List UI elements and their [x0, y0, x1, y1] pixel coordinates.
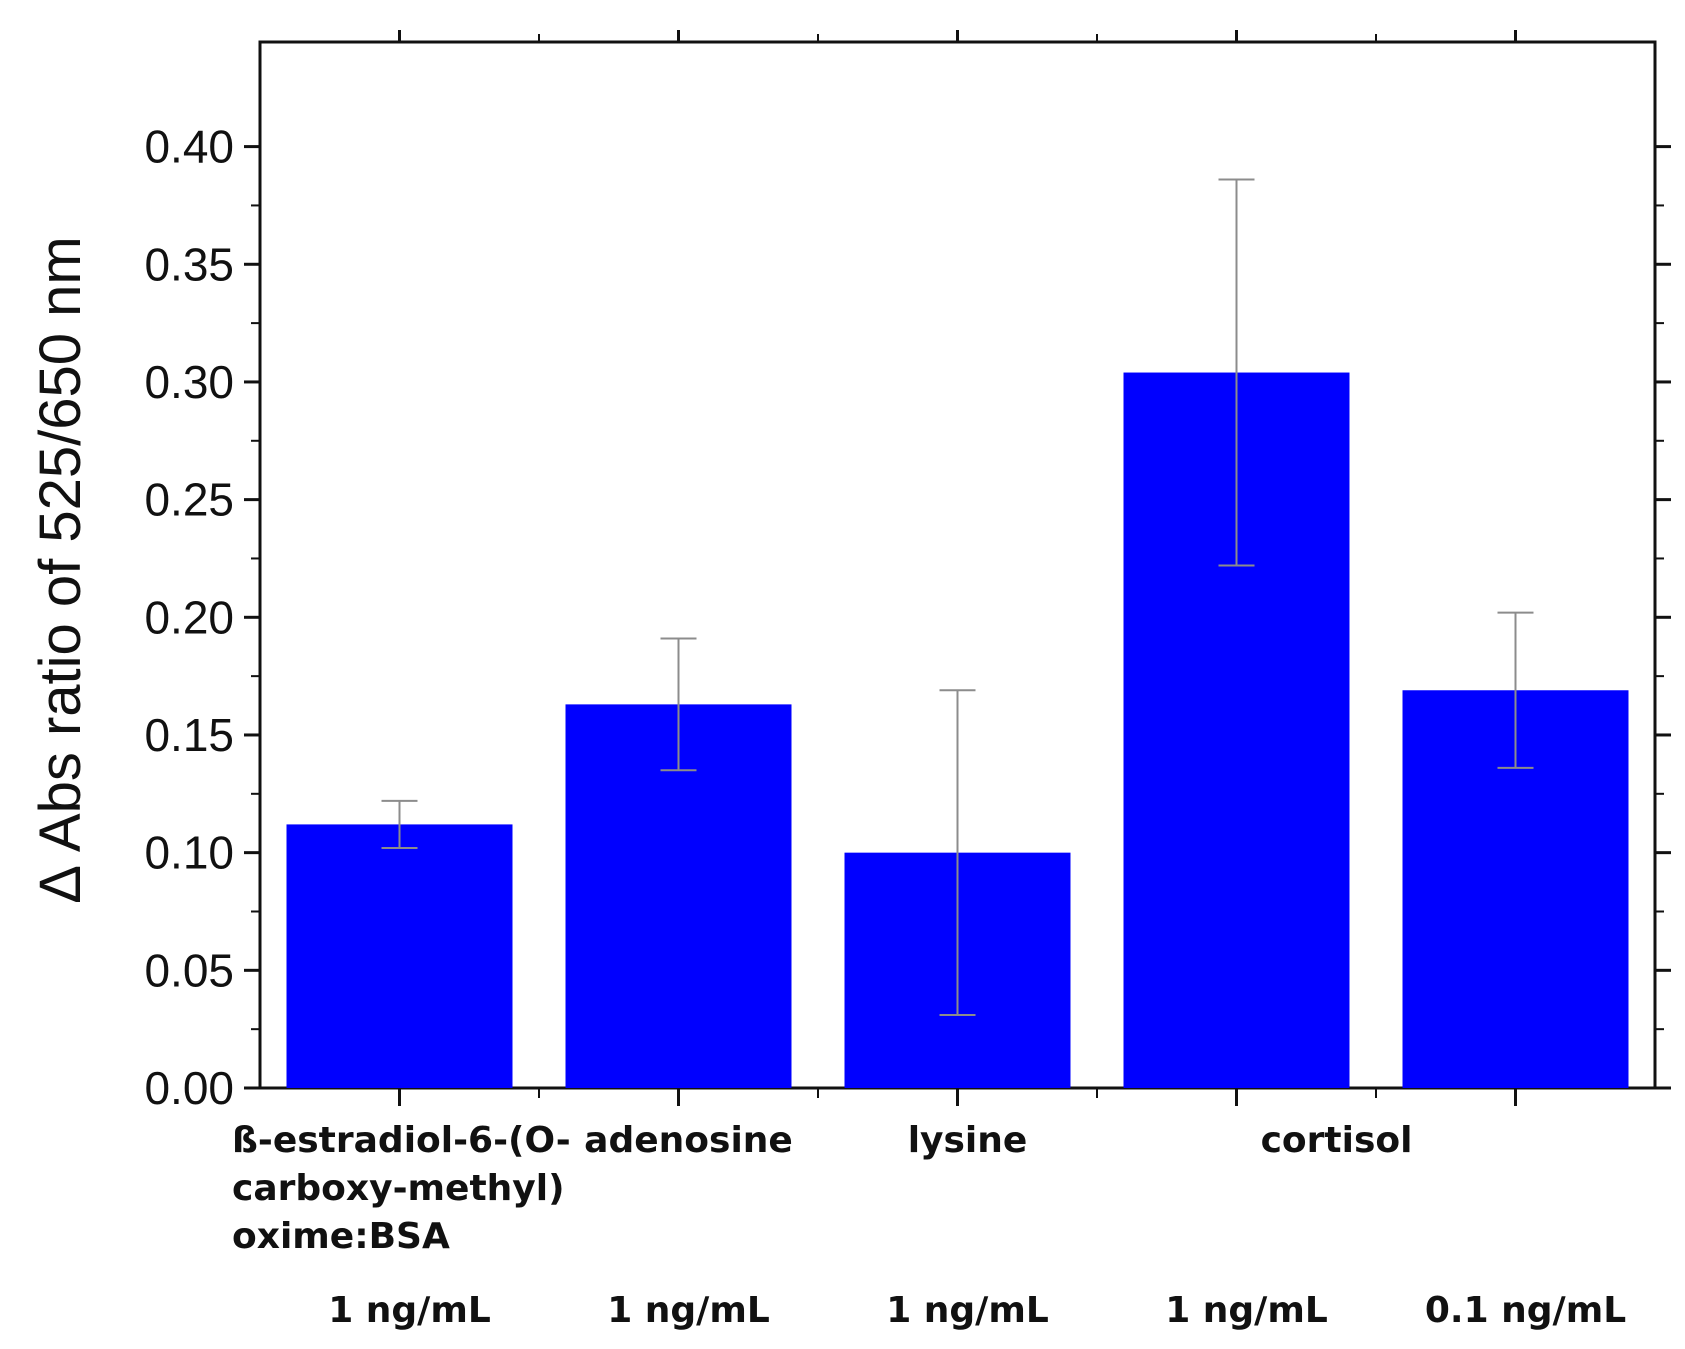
x-category-label-2-line-0: lysine [908, 1120, 1028, 1161]
y-tick-label-4: 0.20 [144, 591, 234, 643]
labels-layer: 0.00 0.05 0.10 0.15 0.20 0.25 0.30 0.35 0.40 ß-es… [144, 121, 1626, 1331]
x-category-label-0-line-1: carboxy-methyl) [232, 1168, 565, 1209]
y-tick-label-1: 0.05 [144, 944, 234, 996]
x-category-label-1-line-0: adenosine [584, 1120, 793, 1161]
y-tick-label-7: 0.35 [144, 238, 234, 290]
y-tick-label-6: 0.30 [144, 356, 234, 408]
x-concentration-label-3: 1 ng/mL [1165, 1290, 1328, 1331]
y-tick-label-3: 0.15 [144, 709, 234, 761]
x-concentration-label-2: 1 ng/mL [886, 1290, 1049, 1331]
x-category-label-0-line-2: oxime:BSA [232, 1216, 450, 1257]
x-category-label-0-line-0: ß-estradiol-6-(O- [232, 1120, 571, 1161]
y-tick-label-8: 0.40 [144, 121, 234, 173]
y-axis-title: Δ Abs ratio of 525/650 nm [28, 236, 93, 903]
bar-0 [286, 824, 513, 1088]
error-bars-layer [381, 178, 1534, 1017]
y-tick-label-2: 0.10 [144, 827, 234, 879]
x-concentration-label-4: 0.1 ng/mL [1425, 1290, 1626, 1331]
y-tick-label-5: 0.25 [144, 474, 234, 526]
y-tick-label-0: 0.00 [144, 1062, 234, 1114]
axes-layer [244, 30, 1671, 1106]
x-concentration-label-1: 1 ng/mL [607, 1290, 770, 1331]
x-concentration-label-0: 1 ng/mL [328, 1290, 491, 1331]
x-category-label-3-line-0: cortisol [1261, 1120, 1413, 1161]
